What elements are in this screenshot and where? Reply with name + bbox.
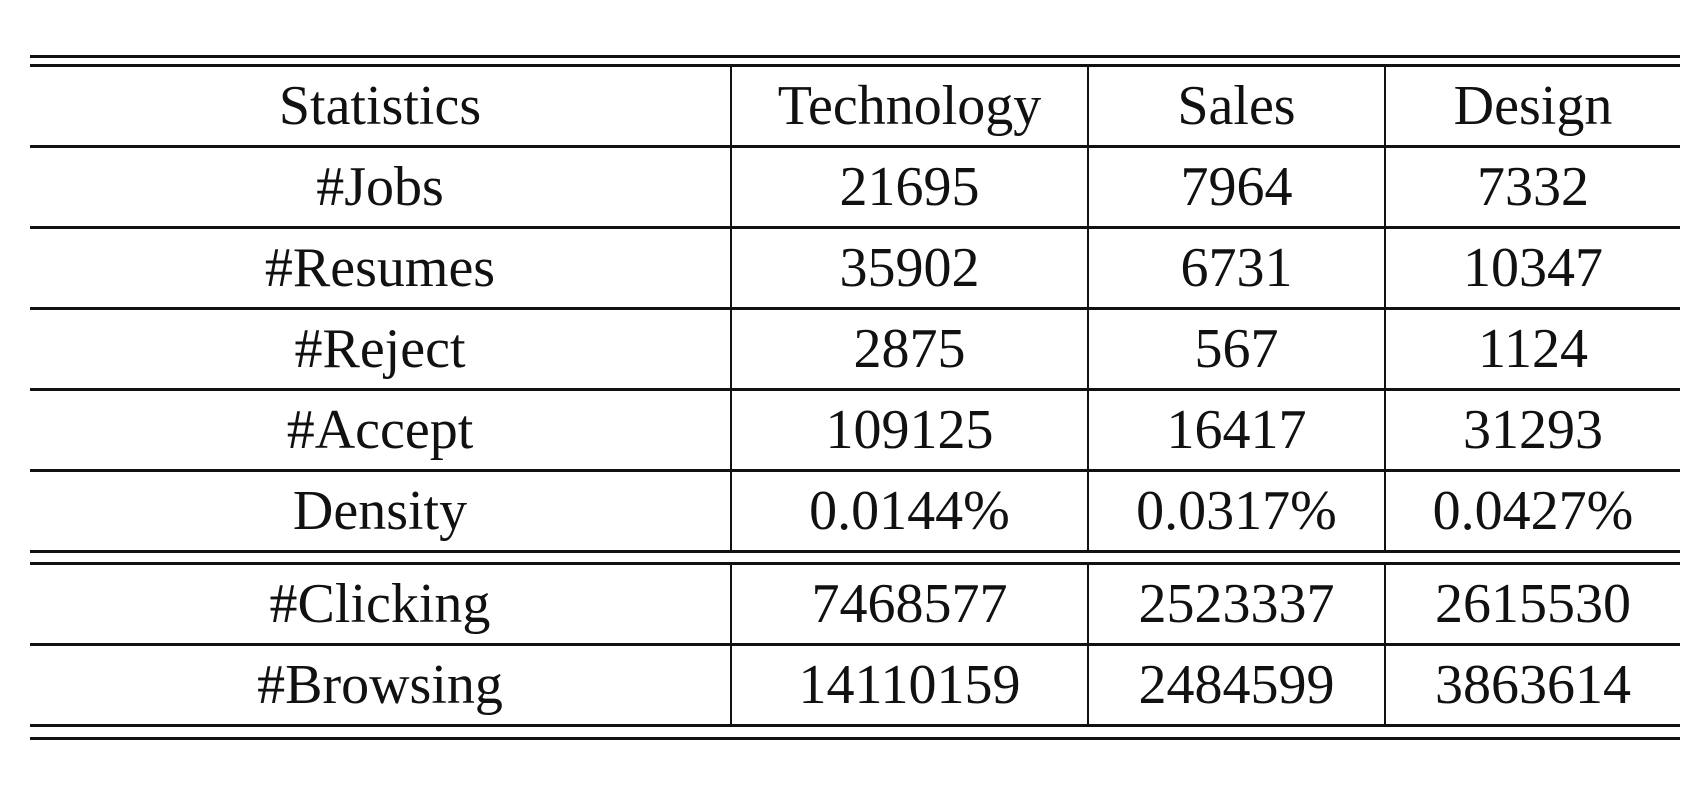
cell-sales: 6731 xyxy=(1087,227,1385,310)
table-row: #Accept 109125 16417 31293 xyxy=(30,389,1680,472)
bottom-double-rule xyxy=(30,727,1680,740)
cell-sales: 2484599 xyxy=(1087,644,1385,727)
row-label: #Resumes xyxy=(30,227,731,310)
table-section-1: Statistics Technology Sales Design #Jobs… xyxy=(30,67,1680,553)
cell-sales: 0.0317% xyxy=(1087,470,1385,553)
table-row: #Browsing 14110159 2484599 3863614 xyxy=(30,644,1680,727)
cell-technology: 35902 xyxy=(730,227,1088,310)
table-row: Density 0.0144% 0.0317% 0.0427% xyxy=(30,470,1680,553)
table-row: #Resumes 35902 6731 10347 xyxy=(30,227,1680,310)
cell-technology: 0.0144% xyxy=(730,470,1088,553)
cell-sales: 567 xyxy=(1087,308,1385,391)
statistics-table: Statistics Technology Sales Design #Jobs… xyxy=(30,55,1680,740)
cell-sales: 2523337 xyxy=(1087,565,1385,646)
cell-design: 7332 xyxy=(1384,146,1680,229)
header-technology: Technology xyxy=(730,67,1088,148)
table-row: #Clicking 7468577 2523337 2615530 xyxy=(30,565,1680,646)
row-label: Density xyxy=(30,470,731,553)
row-label: #Jobs xyxy=(30,146,731,229)
table-section-2: #Clicking 7468577 2523337 2615530 #Brows… xyxy=(30,565,1680,727)
table-row: #Reject 2875 567 1124 xyxy=(30,308,1680,391)
header-sales: Sales xyxy=(1087,67,1385,148)
cell-technology: 14110159 xyxy=(730,644,1088,727)
cell-technology: 109125 xyxy=(730,389,1088,472)
cell-design: 1124 xyxy=(1384,308,1680,391)
cell-sales: 16417 xyxy=(1087,389,1385,472)
table-row: #Jobs 21695 7964 7332 xyxy=(30,146,1680,229)
cell-sales: 7964 xyxy=(1087,146,1385,229)
cell-design: 0.0427% xyxy=(1384,470,1680,553)
row-label: #Browsing xyxy=(30,644,731,727)
cell-design: 10347 xyxy=(1384,227,1680,310)
cell-design: 31293 xyxy=(1384,389,1680,472)
cell-design: 3863614 xyxy=(1384,644,1680,727)
cell-technology: 21695 xyxy=(730,146,1088,229)
cell-design: 2615530 xyxy=(1384,565,1680,646)
row-label: #Accept xyxy=(30,389,731,472)
mid-double-rule xyxy=(30,553,1680,565)
header-design: Design xyxy=(1384,67,1680,148)
top-double-rule xyxy=(30,55,1680,67)
row-label: #Reject xyxy=(30,308,731,391)
cell-technology: 7468577 xyxy=(730,565,1088,646)
row-label: #Clicking xyxy=(30,565,731,646)
header-statistics: Statistics xyxy=(30,67,731,148)
header-row: Statistics Technology Sales Design xyxy=(30,67,1680,148)
cell-technology: 2875 xyxy=(730,308,1088,391)
